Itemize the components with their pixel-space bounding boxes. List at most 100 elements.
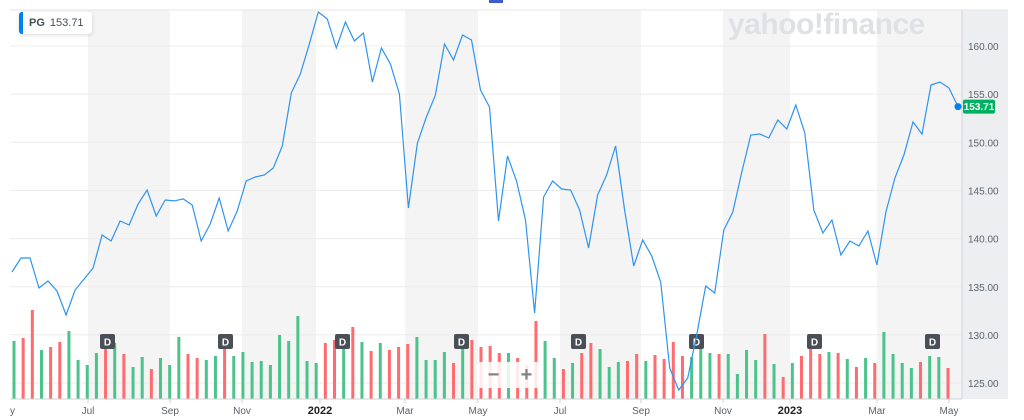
volume-bar	[735, 374, 739, 399]
volume-bar	[104, 347, 108, 399]
volume-bar	[708, 353, 712, 399]
volume-bar	[387, 350, 391, 399]
volume-bar	[653, 355, 657, 399]
volume-bar	[85, 365, 89, 399]
volume-bar	[186, 354, 190, 399]
volume-bar	[223, 347, 227, 399]
dividend-label: D	[222, 338, 229, 349]
dividend-marker	[571, 334, 586, 349]
volume-bar	[67, 331, 71, 399]
price-line	[11, 10, 959, 392]
volume-bar	[818, 354, 822, 399]
volume-bar	[296, 316, 300, 399]
volume-bar	[94, 353, 98, 399]
volume-bar	[213, 356, 217, 399]
volume-bar	[241, 352, 245, 399]
volume-bar	[571, 363, 575, 399]
volume-bar	[305, 361, 309, 399]
volume-bar	[268, 365, 272, 399]
volume-bar	[580, 353, 584, 399]
ticker-legend[interactable]: PG 153.71	[19, 12, 92, 34]
volume-bar	[854, 367, 858, 399]
x-tick-label: Jul	[82, 406, 95, 417]
volume-bar	[745, 350, 749, 399]
volume-bar	[589, 343, 593, 399]
volume-bar	[397, 347, 401, 399]
x-tick-label: May	[469, 406, 488, 417]
volume-bar	[113, 343, 117, 399]
volume-bar	[259, 361, 263, 399]
volume-bar	[790, 363, 794, 399]
volume-bar	[58, 342, 62, 399]
volume-bar	[864, 358, 868, 399]
volume-bar	[946, 368, 950, 399]
volume-bar	[690, 357, 694, 399]
volume-bar	[452, 363, 456, 399]
dividend-marker	[925, 334, 940, 349]
volume-bar	[836, 353, 840, 399]
dividend-marker	[100, 334, 115, 349]
volume-bar	[415, 337, 419, 399]
volume-bar	[232, 356, 236, 399]
x-tick-label: Jul	[554, 406, 567, 417]
month-band	[723, 10, 790, 399]
x-tick-label: May	[940, 406, 959, 417]
volume-bar	[900, 363, 904, 399]
volume-bar	[332, 340, 336, 399]
volume-bar	[772, 364, 776, 399]
x-tick-label: Nov	[233, 406, 251, 417]
dividend-marker	[335, 334, 350, 349]
volume-bar	[616, 362, 620, 399]
range-indicator[interactable]	[489, 0, 503, 3]
dividend-label: D	[339, 338, 346, 349]
zoom-in-button[interactable]: +	[520, 363, 533, 386]
volume-bar	[39, 350, 43, 399]
dividend-label: D	[811, 338, 818, 349]
dividend-label: D	[575, 338, 582, 349]
volume-bar	[323, 343, 327, 399]
volume-bar	[195, 358, 199, 399]
volume-bar	[561, 369, 565, 399]
volume-bar	[177, 337, 181, 399]
y-tick-label: 130.00	[968, 331, 999, 342]
volume-bar	[919, 362, 923, 399]
volume-bar	[763, 334, 767, 399]
volume-bar	[781, 377, 785, 399]
volume-bar	[351, 327, 355, 399]
ticker-symbol: PG	[29, 17, 45, 29]
volume-bar	[149, 369, 153, 399]
volume-bar	[378, 343, 382, 399]
volume-bar	[699, 345, 703, 399]
volume-bar	[287, 341, 291, 399]
volume-bar	[250, 362, 254, 399]
volume-bar	[342, 341, 346, 399]
volume-bar	[21, 338, 25, 399]
volume-bar	[314, 363, 318, 399]
x-tick-label: Mar	[396, 406, 414, 417]
x-tick-label: Sep	[632, 406, 650, 417]
volume-bar	[754, 360, 758, 399]
volume-bar	[168, 365, 172, 399]
volume-bar	[671, 342, 675, 399]
volume-bar	[433, 360, 437, 399]
zoom-out-button[interactable]: −	[487, 363, 500, 386]
y-tick-label: 160.00	[968, 42, 999, 53]
y-axis-background	[962, 10, 1008, 399]
volume-bar	[76, 360, 80, 399]
volume-bar	[406, 344, 410, 399]
volume-bar	[278, 335, 282, 399]
volume-bar	[159, 358, 163, 399]
volume-bar	[140, 357, 144, 399]
volume-bar	[726, 354, 730, 399]
x-tick-label: y	[10, 406, 15, 417]
last-price-dot	[954, 103, 962, 111]
zoom-controls: − +	[477, 362, 543, 388]
volume-bar	[635, 354, 639, 399]
volume-bar	[873, 363, 877, 399]
volume-bar	[928, 356, 932, 399]
last-price-label: 153.71	[964, 102, 995, 113]
volume-bar	[360, 342, 364, 399]
volume-bar	[827, 352, 831, 399]
volume-bar	[49, 347, 53, 399]
